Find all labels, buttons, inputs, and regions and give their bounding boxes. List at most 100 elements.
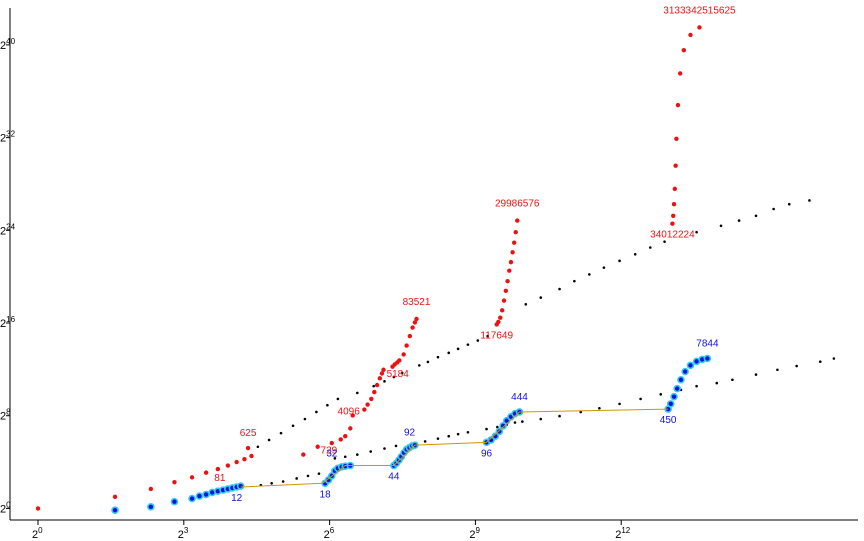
data-point: [197, 493, 202, 499]
data-point: [238, 483, 243, 489]
data-point: [719, 224, 723, 228]
data-label: 18: [320, 489, 332, 500]
data-point: [242, 456, 247, 462]
data-point: [336, 397, 340, 401]
data-point: [672, 186, 678, 192]
data-point: [365, 402, 370, 407]
data-point: [210, 490, 215, 495]
data-point: [639, 397, 642, 401]
data-point: [668, 401, 673, 407]
series-red: [35, 453, 254, 511]
data-point: [383, 447, 386, 450]
data-point: [148, 504, 154, 510]
data-point: [500, 423, 506, 429]
data-point: [172, 499, 177, 504]
data-point: [618, 259, 621, 263]
data-point: [496, 425, 499, 429]
data-point: [648, 246, 652, 249]
data-point: [513, 229, 518, 235]
data-point: [343, 455, 347, 459]
data-point: [372, 384, 375, 388]
data-point: [539, 417, 543, 421]
data-point: [524, 303, 528, 306]
data-point: [333, 457, 337, 460]
data-point: [225, 463, 231, 468]
data-point: [678, 377, 684, 382]
data-point: [112, 507, 118, 513]
data-point: [695, 230, 698, 234]
data-point: [35, 506, 41, 511]
data-label: 29986576: [495, 199, 540, 210]
data-point: [394, 444, 398, 448]
data-point: [678, 71, 683, 76]
data-point: [754, 373, 758, 376]
data-label: 32: [326, 448, 338, 459]
x-tick-label: 212: [615, 526, 631, 541]
data-point: [671, 394, 677, 399]
data-point: [412, 320, 418, 325]
data-label: 7844: [696, 338, 719, 349]
data-point: [326, 403, 329, 407]
data-point: [348, 426, 353, 431]
data-point: [499, 308, 505, 313]
data-point: [558, 414, 561, 418]
data-point: [675, 102, 681, 108]
data-point: [256, 445, 260, 449]
data-label: 44: [388, 472, 400, 483]
data-point: [404, 343, 409, 348]
data-point: [663, 240, 666, 243]
data-label: 729: [321, 445, 338, 456]
data-point: [369, 450, 372, 453]
data-point: [671, 213, 676, 218]
data-point: [112, 494, 118, 500]
data-point: [671, 201, 677, 207]
reference-line: [240, 408, 669, 488]
data-label: 12: [231, 493, 243, 504]
data-point: [539, 296, 543, 299]
data-point: [579, 410, 583, 414]
data-point: [306, 474, 310, 478]
data-label: 81: [214, 473, 226, 484]
data-point: [659, 393, 663, 396]
data-point: [383, 380, 386, 383]
data-point: [315, 410, 318, 414]
data-point: [476, 339, 480, 342]
data-point: [705, 356, 710, 361]
y-tick-label: 240: [0, 37, 16, 52]
data-point: [737, 219, 741, 222]
data-point: [694, 359, 699, 364]
data-point: [808, 199, 811, 202]
data-point: [772, 207, 775, 211]
data-point: [466, 343, 470, 346]
data-point: [270, 481, 273, 485]
data-point: [148, 486, 154, 492]
x-tick-label: 23: [178, 526, 189, 541]
data-point: [695, 384, 698, 388]
data-point: [795, 364, 798, 368]
y-tick-label: 28: [0, 408, 11, 423]
series-blue: [111, 482, 245, 514]
data-point: [513, 421, 517, 424]
data-point: [423, 440, 427, 443]
data-point: [511, 240, 517, 245]
data-point: [508, 259, 514, 265]
data-point: [215, 488, 221, 494]
data-point: [315, 444, 320, 449]
data-point: [414, 316, 419, 322]
y-tick-label: 224: [0, 222, 16, 237]
series-black: [259, 357, 836, 487]
data-point: [245, 445, 251, 451]
data-point: [674, 386, 680, 391]
data-point: [356, 453, 359, 456]
y-tick-label: 216: [0, 315, 16, 330]
data-point: [400, 371, 404, 375]
data-point: [573, 279, 576, 283]
data-point: [602, 266, 606, 269]
data-point: [377, 376, 383, 381]
data-point: [507, 268, 512, 273]
data-point: [397, 358, 402, 363]
data-point: [754, 214, 758, 218]
data-label: 4096: [338, 406, 361, 417]
data-point: [673, 163, 678, 168]
data-point: [189, 475, 195, 480]
